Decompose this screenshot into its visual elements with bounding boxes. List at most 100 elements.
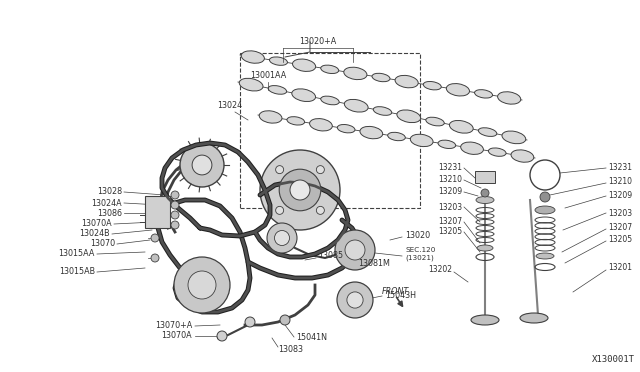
Circle shape bbox=[174, 257, 230, 313]
Circle shape bbox=[316, 166, 324, 174]
Text: 13209: 13209 bbox=[438, 187, 462, 196]
Text: 13231: 13231 bbox=[608, 164, 632, 173]
Ellipse shape bbox=[321, 96, 339, 105]
Ellipse shape bbox=[426, 117, 444, 126]
Ellipse shape bbox=[287, 117, 305, 125]
Text: 13025: 13025 bbox=[273, 234, 298, 243]
Text: 13015AB: 13015AB bbox=[59, 267, 95, 276]
Circle shape bbox=[171, 201, 179, 209]
Text: 13203: 13203 bbox=[438, 202, 462, 212]
Text: 13024: 13024 bbox=[218, 100, 243, 109]
Circle shape bbox=[276, 206, 284, 214]
Ellipse shape bbox=[360, 126, 383, 139]
Text: 13070A: 13070A bbox=[81, 219, 112, 228]
Ellipse shape bbox=[388, 132, 405, 141]
Circle shape bbox=[335, 230, 375, 270]
Ellipse shape bbox=[321, 65, 339, 74]
Ellipse shape bbox=[292, 59, 316, 71]
Ellipse shape bbox=[397, 110, 420, 123]
Text: 15041N: 15041N bbox=[296, 334, 327, 343]
Ellipse shape bbox=[337, 125, 355, 133]
Text: 13070+A: 13070+A bbox=[155, 321, 192, 330]
Ellipse shape bbox=[471, 315, 499, 325]
Text: 13083: 13083 bbox=[278, 346, 303, 355]
Ellipse shape bbox=[395, 76, 418, 88]
Ellipse shape bbox=[476, 196, 494, 203]
Ellipse shape bbox=[449, 121, 473, 133]
Circle shape bbox=[345, 240, 365, 260]
Circle shape bbox=[540, 192, 550, 202]
Text: 13070: 13070 bbox=[90, 240, 115, 248]
Text: 13081M: 13081M bbox=[358, 260, 390, 269]
Text: 13020+A: 13020+A bbox=[300, 38, 337, 46]
Text: 13028: 13028 bbox=[97, 187, 122, 196]
Text: 13210: 13210 bbox=[608, 177, 632, 186]
Ellipse shape bbox=[498, 92, 521, 104]
Ellipse shape bbox=[344, 67, 367, 80]
Text: 13207: 13207 bbox=[608, 224, 632, 232]
Circle shape bbox=[267, 223, 297, 253]
Circle shape bbox=[275, 231, 289, 246]
Circle shape bbox=[217, 331, 227, 341]
Text: 13209: 13209 bbox=[608, 192, 632, 201]
Circle shape bbox=[481, 189, 489, 197]
Ellipse shape bbox=[310, 119, 332, 131]
Ellipse shape bbox=[410, 134, 433, 147]
Ellipse shape bbox=[511, 150, 534, 162]
Text: 13024A: 13024A bbox=[92, 199, 122, 208]
Ellipse shape bbox=[438, 140, 456, 148]
Circle shape bbox=[151, 254, 159, 262]
Text: 13231: 13231 bbox=[438, 164, 462, 173]
Circle shape bbox=[337, 282, 373, 318]
Text: 13205: 13205 bbox=[608, 235, 632, 244]
Ellipse shape bbox=[239, 78, 263, 91]
Ellipse shape bbox=[474, 90, 493, 98]
Bar bbox=[475, 171, 495, 183]
Text: 13086: 13086 bbox=[97, 208, 122, 218]
Ellipse shape bbox=[259, 111, 282, 123]
Circle shape bbox=[347, 292, 363, 308]
Ellipse shape bbox=[241, 51, 264, 63]
Ellipse shape bbox=[477, 245, 493, 251]
Ellipse shape bbox=[536, 253, 554, 259]
Bar bbox=[145, 196, 170, 228]
Circle shape bbox=[245, 317, 255, 327]
Circle shape bbox=[171, 211, 179, 219]
Ellipse shape bbox=[461, 142, 483, 154]
Ellipse shape bbox=[535, 206, 555, 214]
Circle shape bbox=[192, 155, 212, 175]
Text: X130001T: X130001T bbox=[592, 355, 635, 364]
Text: 13024B: 13024B bbox=[79, 230, 110, 238]
Circle shape bbox=[180, 143, 224, 187]
Circle shape bbox=[279, 169, 321, 211]
Ellipse shape bbox=[268, 86, 287, 94]
Text: 13001AA: 13001AA bbox=[250, 71, 286, 80]
Circle shape bbox=[280, 315, 290, 325]
Circle shape bbox=[171, 191, 179, 199]
Text: 13202: 13202 bbox=[428, 266, 452, 275]
Text: FRONT: FRONT bbox=[382, 287, 409, 296]
Text: 13070A: 13070A bbox=[161, 330, 192, 340]
Ellipse shape bbox=[423, 81, 441, 90]
Text: 13015AA: 13015AA bbox=[59, 250, 95, 259]
Ellipse shape bbox=[269, 57, 287, 65]
Text: 13207: 13207 bbox=[438, 218, 462, 227]
Circle shape bbox=[171, 221, 179, 229]
Text: 13201: 13201 bbox=[608, 263, 632, 273]
Text: 13203: 13203 bbox=[608, 208, 632, 218]
Circle shape bbox=[260, 150, 340, 230]
Ellipse shape bbox=[372, 73, 390, 82]
Ellipse shape bbox=[344, 99, 368, 112]
Text: 13205: 13205 bbox=[438, 228, 462, 237]
Ellipse shape bbox=[478, 128, 497, 137]
Circle shape bbox=[276, 166, 284, 174]
Circle shape bbox=[188, 271, 216, 299]
Ellipse shape bbox=[488, 148, 506, 156]
Ellipse shape bbox=[502, 131, 525, 144]
Text: 15043H: 15043H bbox=[385, 291, 416, 299]
Text: 13085: 13085 bbox=[318, 251, 343, 260]
Ellipse shape bbox=[292, 89, 316, 102]
Circle shape bbox=[290, 180, 310, 200]
Ellipse shape bbox=[373, 107, 392, 115]
Text: 13210: 13210 bbox=[438, 176, 462, 185]
